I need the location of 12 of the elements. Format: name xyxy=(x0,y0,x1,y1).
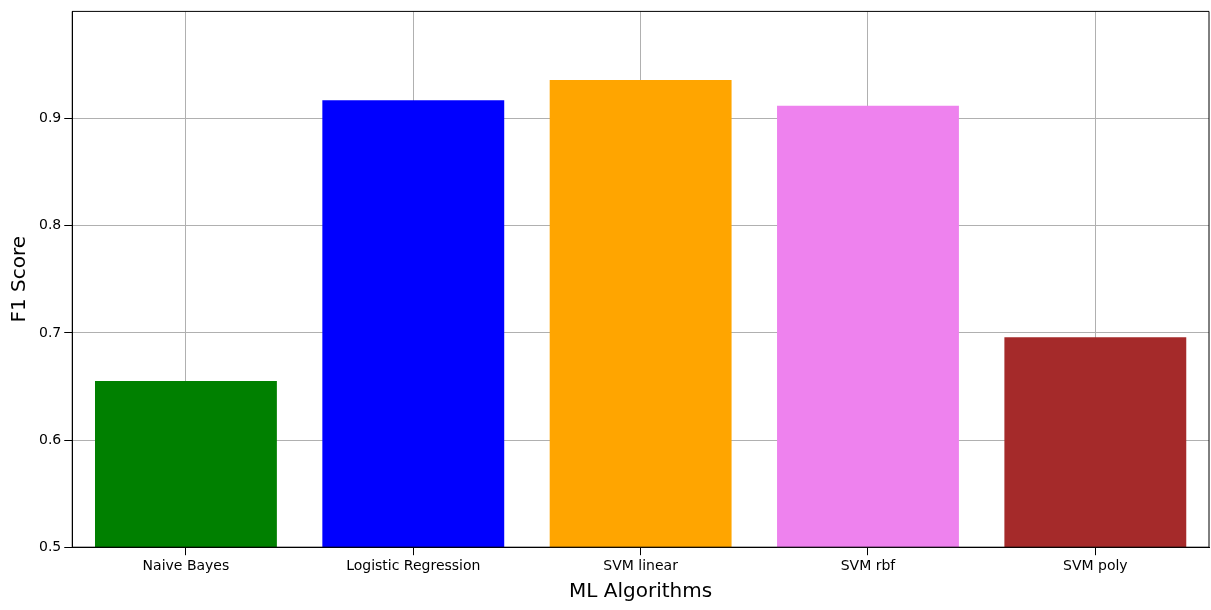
y-axis-title: F1 Score xyxy=(6,236,31,323)
x-tick-label: SVM rbf xyxy=(840,557,897,574)
x-tick-label: SVM linear xyxy=(603,557,679,574)
x-tick-label: Naive Bayes xyxy=(142,557,230,574)
x-tick-label: SVM poly xyxy=(1063,557,1128,574)
x-axis-title: ML Algorithms xyxy=(569,578,713,603)
y-tick-label: 0.7 xyxy=(39,323,62,340)
x-tick-label: Logistic Regression xyxy=(346,557,481,574)
y-tick-label: 0.8 xyxy=(39,216,62,233)
y-tick-label: 0.6 xyxy=(39,430,62,447)
y-tick-label: 0.9 xyxy=(39,109,62,126)
y-tick-label: 0.5 xyxy=(39,537,62,554)
